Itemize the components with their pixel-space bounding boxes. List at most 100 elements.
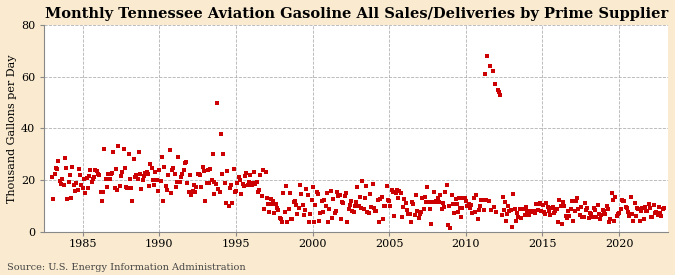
Point	[225, 183, 236, 187]
Point	[283, 206, 294, 211]
Point	[435, 193, 446, 197]
Point	[416, 210, 427, 214]
Point	[652, 212, 663, 217]
Point	[491, 210, 502, 215]
Point	[453, 210, 464, 214]
Point	[190, 190, 200, 194]
Point	[577, 214, 588, 219]
Point	[351, 200, 362, 204]
Point	[127, 199, 138, 203]
Point	[121, 185, 132, 190]
Point	[500, 199, 511, 204]
Point	[88, 177, 99, 181]
Point	[394, 189, 405, 193]
Point	[158, 199, 169, 203]
Point	[506, 208, 516, 212]
Point	[241, 171, 252, 175]
Point	[620, 205, 631, 209]
Point	[282, 219, 293, 224]
Point	[115, 174, 126, 178]
Point	[412, 209, 423, 213]
Point	[540, 211, 551, 216]
Point	[62, 197, 73, 201]
Point	[527, 210, 538, 214]
Point	[589, 206, 599, 210]
Point	[443, 223, 454, 228]
Point	[580, 208, 591, 212]
Point	[466, 203, 477, 208]
Point	[265, 197, 276, 201]
Point	[499, 208, 510, 212]
Point	[331, 190, 342, 195]
Point	[98, 190, 109, 194]
Point	[178, 168, 189, 173]
Point	[518, 207, 529, 211]
Point	[242, 183, 253, 187]
Point	[454, 206, 465, 211]
Point	[606, 191, 617, 195]
Point	[390, 191, 401, 195]
Point	[352, 184, 363, 189]
Point	[602, 206, 613, 211]
Point	[313, 192, 323, 197]
Point	[373, 198, 383, 202]
Point	[195, 173, 206, 177]
Point	[375, 197, 385, 201]
Point	[180, 161, 190, 165]
Point	[144, 183, 155, 188]
Point	[513, 215, 524, 219]
Point	[112, 188, 123, 192]
Point	[91, 169, 102, 173]
Point	[492, 87, 503, 92]
Point	[503, 204, 514, 208]
Point	[586, 212, 597, 216]
Point	[343, 207, 354, 211]
Point	[477, 198, 488, 202]
Point	[656, 213, 667, 218]
Point	[327, 215, 338, 220]
Point	[101, 177, 111, 181]
Point	[356, 206, 367, 210]
Point	[593, 212, 604, 216]
Point	[585, 211, 595, 216]
Point	[307, 185, 318, 189]
Point	[464, 205, 475, 210]
Point	[406, 219, 416, 224]
Point	[616, 198, 627, 203]
Point	[456, 214, 466, 219]
Point	[354, 195, 365, 199]
Point	[256, 194, 267, 199]
Point	[191, 184, 202, 189]
Point	[360, 184, 371, 188]
Point	[358, 207, 369, 211]
Point	[646, 214, 657, 219]
Point	[558, 200, 568, 205]
Point	[386, 188, 397, 192]
Point	[526, 209, 537, 214]
Point	[350, 204, 360, 208]
Point	[194, 172, 205, 176]
Point	[333, 194, 344, 198]
Point	[531, 202, 541, 206]
Point	[500, 218, 511, 223]
Point	[184, 190, 194, 194]
Point	[520, 205, 531, 210]
Point	[310, 203, 321, 207]
Point	[273, 208, 284, 212]
Point	[223, 204, 234, 208]
Point	[413, 216, 424, 220]
Point	[524, 210, 535, 214]
Point	[396, 214, 407, 219]
Point	[168, 166, 179, 170]
Point	[460, 196, 470, 200]
Point	[366, 205, 377, 210]
Point	[89, 175, 100, 179]
Point	[563, 209, 574, 213]
Point	[263, 202, 273, 207]
Point	[373, 220, 384, 225]
Point	[146, 166, 157, 170]
Point	[294, 183, 305, 187]
Point	[371, 209, 382, 213]
Point	[275, 216, 286, 221]
Point	[633, 207, 644, 211]
